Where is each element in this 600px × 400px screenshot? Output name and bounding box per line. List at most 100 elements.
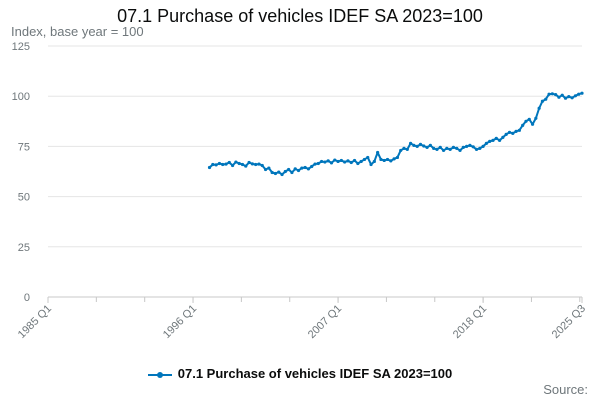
data-point[interactable]: [221, 162, 225, 167]
data-point[interactable]: [570, 96, 574, 100]
data-point[interactable]: [303, 165, 307, 170]
data-point[interactable]: [557, 95, 561, 99]
data-point[interactable]: [471, 145, 475, 149]
data-point[interactable]: [234, 160, 238, 164]
data-point[interactable]: [270, 170, 274, 175]
data-point[interactable]: [247, 160, 251, 165]
data-point[interactable]: [514, 129, 518, 133]
data-point[interactable]: [573, 94, 578, 98]
data-point[interactable]: [250, 162, 254, 166]
data-point[interactable]: [224, 162, 228, 166]
data-point[interactable]: [517, 128, 521, 132]
data-point[interactable]: [254, 162, 258, 167]
data-point[interactable]: [362, 157, 367, 162]
data-point[interactable]: [392, 157, 396, 161]
data-point[interactable]: [333, 158, 337, 162]
data-point[interactable]: [349, 160, 353, 165]
data-point[interactable]: [244, 164, 248, 168]
data-point[interactable]: [316, 161, 320, 166]
data-point[interactable]: [405, 147, 409, 152]
data-point[interactable]: [408, 141, 413, 145]
data-point[interactable]: [323, 160, 327, 164]
data-point[interactable]: [356, 161, 360, 166]
data-point[interactable]: [346, 159, 350, 163]
data-point[interactable]: [534, 116, 538, 120]
data-point[interactable]: [359, 159, 363, 164]
data-point[interactable]: [501, 135, 505, 139]
legend[interactable]: 07.1 Purchase of vehicles IDEF SA 2023=1…: [0, 366, 600, 381]
data-point[interactable]: [491, 138, 495, 142]
data-point[interactable]: [267, 166, 271, 170]
data-point[interactable]: [451, 145, 456, 150]
data-point[interactable]: [441, 148, 446, 153]
data-point[interactable]: [385, 157, 390, 162]
data-point[interactable]: [211, 162, 215, 167]
data-point[interactable]: [372, 159, 376, 164]
data-point[interactable]: [580, 91, 584, 95]
data-point[interactable]: [422, 144, 426, 148]
data-point[interactable]: [458, 148, 462, 153]
data-point[interactable]: [540, 99, 545, 103]
data-point[interactable]: [313, 162, 317, 166]
data-point[interactable]: [366, 155, 370, 160]
data-point[interactable]: [300, 166, 304, 170]
data-point[interactable]: [425, 145, 429, 150]
data-point[interactable]: [527, 117, 531, 121]
data-point[interactable]: [418, 142, 423, 146]
data-point[interactable]: [237, 161, 241, 166]
data-point[interactable]: [402, 146, 406, 151]
data-point[interactable]: [563, 96, 568, 100]
data-point[interactable]: [329, 161, 334, 165]
data-point[interactable]: [530, 122, 535, 126]
data-point[interactable]: [547, 92, 551, 96]
data-point[interactable]: [488, 139, 492, 143]
data-point[interactable]: [263, 167, 268, 172]
data-point[interactable]: [494, 136, 498, 140]
data-point[interactable]: [455, 146, 459, 151]
data-point[interactable]: [461, 145, 465, 150]
data-point[interactable]: [474, 147, 479, 152]
data-point[interactable]: [448, 147, 452, 152]
data-point[interactable]: [507, 130, 512, 134]
data-point[interactable]: [560, 93, 564, 97]
data-point[interactable]: [326, 159, 330, 163]
data-point[interactable]: [399, 148, 403, 153]
data-point[interactable]: [379, 157, 383, 162]
data-point[interactable]: [435, 147, 439, 152]
data-point[interactable]: [550, 92, 554, 96]
data-point[interactable]: [296, 168, 301, 173]
data-point[interactable]: [468, 143, 472, 147]
data-point[interactable]: [287, 167, 291, 172]
data-point[interactable]: [504, 132, 508, 136]
data-point[interactable]: [445, 146, 449, 151]
data-point[interactable]: [415, 144, 419, 148]
data-point[interactable]: [319, 159, 324, 164]
data-point[interactable]: [257, 162, 261, 166]
data-point[interactable]: [554, 92, 558, 97]
data-point[interactable]: [382, 158, 386, 163]
data-point[interactable]: [389, 159, 393, 163]
data-point[interactable]: [260, 163, 264, 168]
data-point[interactable]: [277, 170, 281, 174]
data-point[interactable]: [214, 163, 218, 167]
data-point[interactable]: [343, 160, 347, 164]
data-point[interactable]: [478, 146, 482, 151]
data-point[interactable]: [524, 119, 528, 123]
data-point[interactable]: [412, 143, 416, 147]
data-point[interactable]: [369, 162, 373, 167]
data-point[interactable]: [577, 92, 581, 96]
data-point[interactable]: [283, 169, 287, 174]
data-point[interactable]: [339, 158, 343, 163]
data-point[interactable]: [280, 172, 284, 177]
data-point[interactable]: [481, 144, 485, 148]
data-point[interactable]: [306, 167, 311, 171]
data-point[interactable]: [521, 123, 525, 127]
data-point[interactable]: [293, 167, 297, 171]
data-point[interactable]: [310, 164, 314, 169]
data-point[interactable]: [352, 158, 357, 163]
data-point[interactable]: [395, 155, 400, 160]
data-point[interactable]: [428, 143, 432, 147]
data-point[interactable]: [217, 161, 222, 166]
data-point[interactable]: [567, 95, 571, 99]
data-point[interactable]: [290, 170, 294, 175]
